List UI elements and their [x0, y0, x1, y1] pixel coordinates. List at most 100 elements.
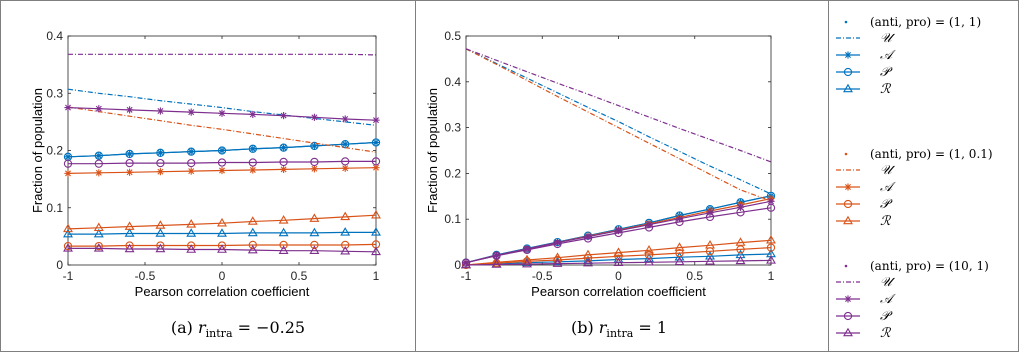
data-point: [95, 105, 103, 113]
data-point: [93, 222, 104, 232]
data-point: [280, 111, 288, 120]
data-point: [63, 228, 73, 238]
y-tick-label: 0: [56, 258, 63, 272]
series-line: [68, 160, 376, 165]
data-point: [249, 110, 257, 119]
legend-marker: [843, 83, 853, 93]
data-point-d2: [249, 166, 256, 173]
data-point: [675, 217, 684, 227]
legend-label: ℛ: [880, 326, 892, 341]
legend-item-R: ℛ: [836, 326, 892, 341]
data-point: [187, 167, 195, 175]
legend-item-A: 𝒜: [836, 180, 896, 195]
data-point: [156, 148, 165, 157]
series-orange-A: [64, 164, 380, 177]
series-line: [68, 247, 377, 253]
data-point-d2: [342, 116, 349, 122]
x-tick-label: 0.5: [686, 269, 703, 283]
data-point: [341, 164, 349, 172]
data-point: [247, 227, 258, 237]
legend-dot-marker: [844, 20, 848, 24]
data-point: [552, 258, 563, 267]
data-point: [93, 243, 104, 252]
data-point-d2: [188, 109, 195, 116]
data-point: [278, 245, 289, 254]
data-point: [766, 234, 776, 244]
series-line: [67, 88, 377, 126]
series-purple-P: [63, 157, 381, 168]
series-line: [465, 48, 772, 195]
y-tick-label: 0.1: [444, 212, 461, 226]
y-tick-label: 0.1: [46, 201, 63, 215]
x-tick-label: 1: [768, 269, 775, 283]
data-point: [126, 106, 134, 114]
series-line: [465, 259, 772, 266]
data-point: [371, 209, 381, 219]
data-point: [156, 168, 164, 176]
data-point: [94, 159, 103, 168]
data-point-d2: [311, 165, 318, 172]
data-point: [552, 256, 563, 266]
data-point: [371, 246, 381, 256]
y-axis-label: Fraction of population: [425, 88, 440, 213]
data-point: [583, 249, 593, 259]
data-point: [766, 243, 776, 252]
data-point: [63, 243, 73, 252]
data-point: [217, 146, 227, 155]
series-line: [465, 48, 772, 163]
data-point: [553, 239, 562, 249]
legend-dot-marker: [844, 152, 848, 156]
data-point: [310, 165, 318, 173]
data-point: [705, 212, 715, 222]
data-point: [674, 242, 685, 251]
series-line: [465, 247, 772, 266]
data-point: [217, 217, 227, 227]
legend-dot-marker: [844, 264, 848, 268]
y-tick-label: 0.4: [444, 75, 461, 89]
y-tick-label: 0.4: [46, 29, 63, 43]
legend-marker: [844, 183, 852, 191]
series-line: [465, 207, 772, 264]
y-tick-label: 0.3: [46, 86, 63, 100]
data-point: [341, 115, 349, 123]
legend-group-header: (anti, pro) = (1, 0.1): [870, 147, 993, 161]
caption-b: (b) rintra = 1: [571, 318, 667, 340]
y-tick-label: 0.5: [444, 29, 461, 43]
series-purple-A: [64, 103, 380, 124]
data-point: [217, 244, 227, 253]
data-point-d2: [615, 227, 622, 234]
data-point: [63, 241, 73, 251]
data-point: [340, 211, 351, 221]
legend-marker: [843, 199, 853, 209]
data-point: [461, 259, 471, 269]
x-tick-label: -0.5: [532, 269, 553, 283]
data-point: [766, 203, 776, 212]
data-point: [735, 255, 746, 265]
data-point: [736, 245, 745, 254]
data-point: [279, 240, 288, 250]
data-point: [156, 107, 164, 115]
data-point: [583, 234, 593, 243]
data-point: [63, 159, 73, 168]
data-point: [279, 157, 288, 167]
data-point: [371, 227, 381, 236]
data-point: [248, 240, 257, 250]
legend-marker-d2: [845, 184, 851, 190]
x-tick-label: -1: [461, 269, 472, 283]
legend-label: 𝒜: [880, 48, 896, 63]
data-point: [613, 247, 624, 256]
data-point: [218, 166, 226, 175]
series-line: [465, 239, 772, 266]
data-point-d2: [768, 198, 774, 205]
data-point: [156, 158, 165, 168]
data-point-d2: [95, 105, 102, 112]
series-blue-R: [63, 227, 381, 238]
data-point: [279, 143, 288, 152]
data-point: [371, 157, 381, 166]
data-point: [309, 245, 320, 254]
data-point: [522, 258, 532, 268]
data-point: [735, 237, 746, 246]
data-point: [247, 216, 258, 225]
data-point-d2: [95, 169, 102, 176]
data-point: [126, 168, 134, 176]
